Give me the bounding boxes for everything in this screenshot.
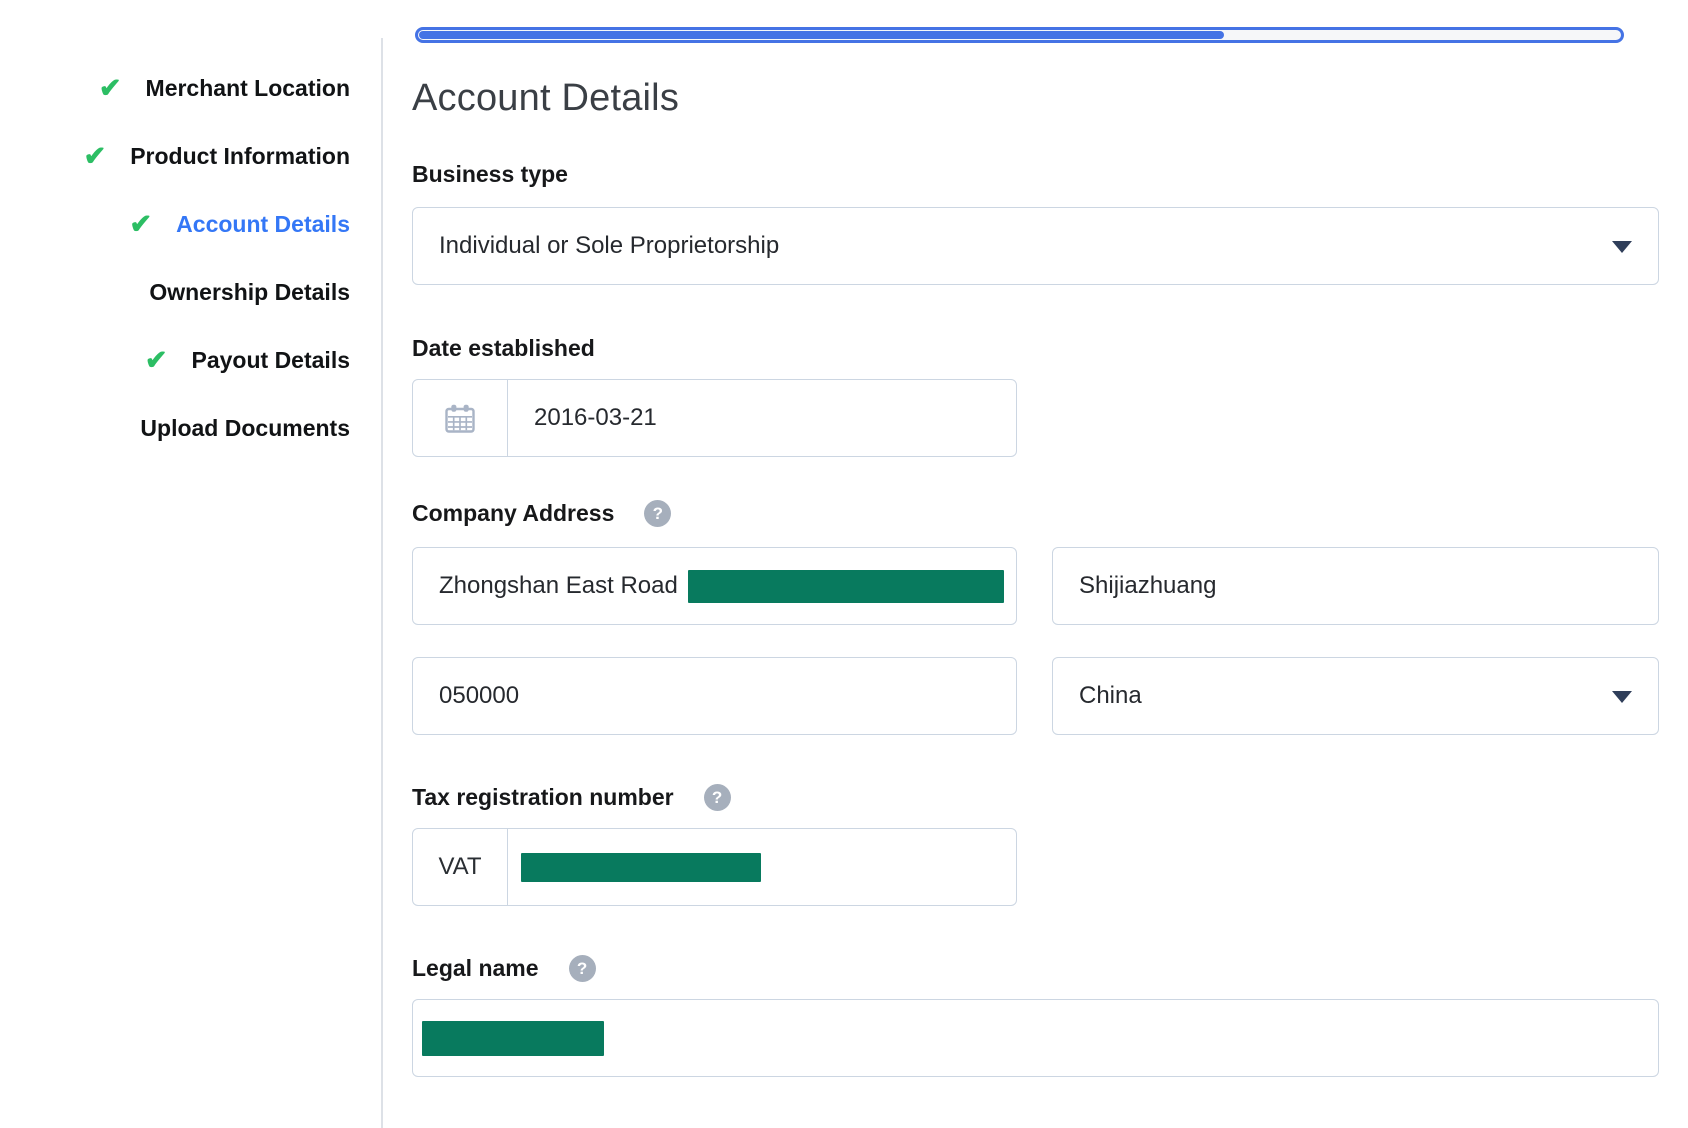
page-title: Account Details [412, 77, 680, 119]
postal-code-value: 050000 [439, 682, 520, 709]
step-label: Ownership Details [149, 278, 350, 305]
company-address-label: Company Address ? [412, 500, 1659, 527]
step-label-active: Account Details [176, 210, 350, 237]
sidebar-item-merchant-location[interactable]: ✔ Merchant Location [0, 54, 350, 122]
progress-bar-fill [419, 31, 1224, 39]
sidebar-item-payout-details[interactable]: ✔ Payout Details [0, 326, 350, 394]
street-address-value: Zhongshan East Road [439, 572, 678, 599]
checkmark-icon: ✔ [98, 72, 122, 103]
sidebar-divider [381, 38, 383, 1128]
chevron-down-icon [1612, 241, 1632, 253]
sidebar-item-product-information[interactable]: ✔ Product Information [0, 122, 350, 190]
sidebar-item-account-details[interactable]: ✔ Account Details [0, 190, 350, 258]
step-label: Merchant Location [145, 74, 350, 101]
step-label: Product Information [130, 142, 350, 169]
company-address-row-2: 050000 China [412, 657, 1659, 735]
tax-type-segment: VAT [413, 829, 508, 905]
legal-name-label-text: Legal name [412, 955, 539, 981]
legal-name-input[interactable] [412, 999, 1659, 1077]
step-label: Payout Details [191, 346, 351, 373]
company-address-label-text: Company Address [412, 500, 615, 526]
calendar-icon-segment[interactable] [413, 380, 508, 456]
sidebar-item-ownership-details[interactable]: Ownership Details [0, 258, 350, 326]
tax-registration-field[interactable]: VAT [412, 828, 1017, 906]
step-label: Upload Documents [140, 414, 350, 441]
chevron-down-icon [1612, 691, 1632, 703]
checkmark-icon: ✔ [129, 208, 153, 239]
help-icon[interactable]: ? [568, 955, 596, 982]
legal-name-label: Legal name ? [412, 955, 1659, 982]
country-value: China [1079, 682, 1142, 709]
company-address-row-1: Zhongshan East Road Shijiazhuang [412, 547, 1659, 625]
country-select[interactable]: China [1052, 657, 1659, 735]
tax-registration-label-text: Tax registration number [412, 784, 674, 810]
street-address-input[interactable]: Zhongshan East Road [412, 547, 1017, 625]
checkmark-icon: ✔ [144, 344, 168, 375]
date-established-field[interactable]: 2016-03-21 [412, 379, 1017, 457]
city-input[interactable]: Shijiazhuang [1052, 547, 1659, 625]
sidebar-item-upload-documents[interactable]: Upload Documents [0, 394, 350, 462]
redacted-tax-number-value [521, 852, 761, 882]
progress-bar [415, 27, 1624, 43]
redacted-street-value [687, 569, 1004, 603]
steps-sidebar: ✔ Merchant Location ✔ Product Informatio… [0, 0, 383, 1128]
redacted-legal-name-value [422, 1020, 604, 1056]
date-established-value: 2016-03-21 [534, 404, 657, 431]
date-established-label: Date established [412, 335, 595, 361]
checkmark-icon: ✔ [83, 140, 107, 171]
postal-code-input[interactable]: 050000 [412, 657, 1017, 735]
business-type-select[interactable]: Individual or Sole Proprietorship [412, 207, 1659, 285]
business-type-label: Business type [412, 161, 568, 187]
city-value: Shijiazhuang [1079, 572, 1217, 599]
tax-registration-label: Tax registration number ? [412, 784, 1659, 811]
help-icon[interactable]: ? [703, 784, 731, 811]
business-type-value: Individual or Sole Proprietorship [439, 232, 780, 259]
account-details-panel: Account Details Business type Individual… [383, 0, 1688, 1128]
calendar-icon [445, 404, 475, 433]
help-icon[interactable]: ? [644, 500, 672, 527]
